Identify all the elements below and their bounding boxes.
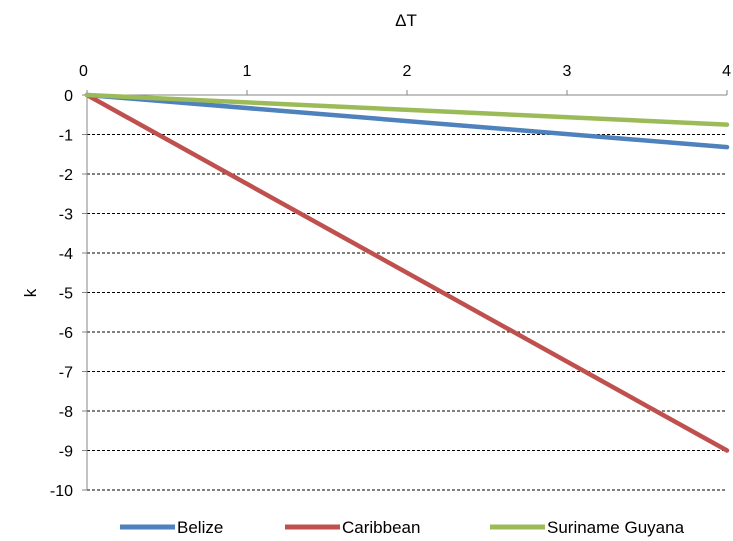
x-tick-label-3: 3 xyxy=(563,63,572,80)
x-tick-label-0: 0 xyxy=(79,63,88,80)
series-line-2 xyxy=(84,92,730,127)
x-tick-label-1: 1 xyxy=(243,63,252,80)
series-lines xyxy=(84,92,730,453)
y-tick-label-10: -10 xyxy=(50,483,73,500)
y-tick-label-9: -9 xyxy=(59,444,73,461)
y-tick-label-1: -1 xyxy=(59,128,73,145)
series-line-1 xyxy=(84,92,730,453)
y-tick-label-2: -2 xyxy=(59,167,73,184)
y-tick-label-6: -6 xyxy=(59,325,73,342)
y-tick-label-5: -5 xyxy=(59,286,73,303)
y-tick-label-4: -4 xyxy=(59,246,73,263)
x-tick-label-2: 2 xyxy=(403,63,412,80)
x-axis-title: ΔT xyxy=(395,11,417,30)
series-line-0 xyxy=(84,92,730,150)
legend-label-2: Suriname Guyana xyxy=(547,518,685,537)
x-tick-label-4: 4 xyxy=(722,63,731,80)
tick-labels: 0 -1 -2 -3 -4 -5 -6 -7 -8 -9 -10 0 1 2 3 4 xyxy=(50,63,731,500)
y-axis-title: k xyxy=(21,288,40,297)
y-tick-label-3: -3 xyxy=(59,207,73,224)
y-tick-label-0: 0 xyxy=(64,88,73,105)
axes xyxy=(82,90,728,491)
legend: Belize Caribbean Suriname Guyana xyxy=(120,518,685,537)
y-tick-label-7: -7 xyxy=(59,365,73,382)
gridlines xyxy=(87,134,727,491)
y-tick-label-8: -8 xyxy=(59,404,73,421)
legend-label-1: Caribbean xyxy=(342,518,420,537)
legend-label-0: Belize xyxy=(177,518,223,537)
